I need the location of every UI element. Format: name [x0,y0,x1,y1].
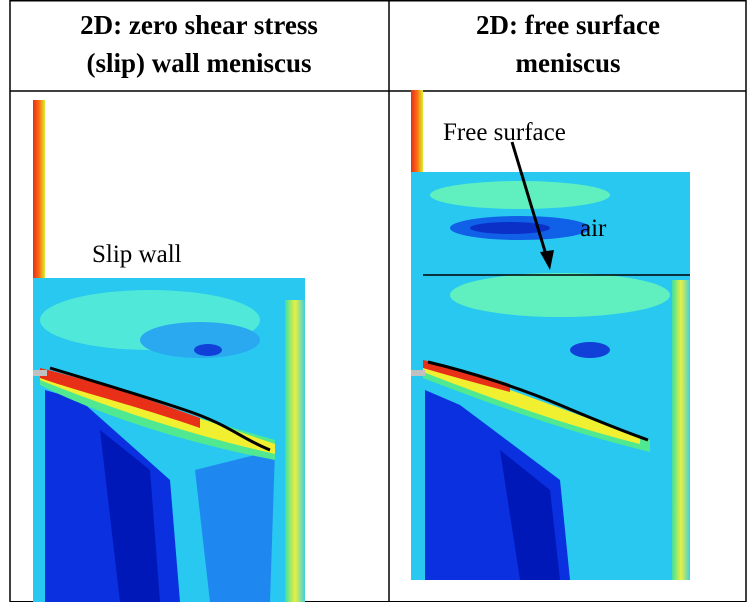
contour-plot: Free surface air [411,90,690,580]
header-text: meniscus [515,48,620,78]
page: 2D: zero shear stress (slip) wall menisc… [0,0,755,602]
annotation: Free surface [443,119,566,146]
contour-plot: Slip wall [33,100,305,602]
header-text: (slip) wall meniscus [86,48,311,78]
annotation: air [580,215,607,242]
header-text: 2D: zero shear stress [80,10,318,40]
header-text: 2D: free surface [476,10,660,40]
annotation: Slip wall [92,241,182,268]
